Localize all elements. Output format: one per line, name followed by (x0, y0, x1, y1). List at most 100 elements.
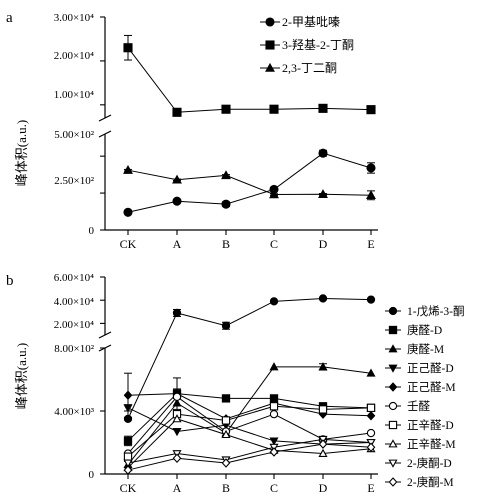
panel-a-y-tick-label-0: 0 (89, 225, 95, 237)
panel-b-data-point (269, 437, 279, 446)
panel-b-legend-marker (388, 325, 398, 335)
panel-b-series-line (127, 297, 372, 420)
panel-a-y-tick-label-30000: 3.00×10⁴ (54, 12, 94, 24)
panel-b-data-point (318, 448, 328, 457)
panel-a-plot (98, 16, 378, 235)
panel-b-data-point (221, 429, 231, 439)
panel-b-series-line (127, 418, 372, 469)
panel-a-series-2 (123, 34, 376, 117)
panel-a-data-point (318, 103, 328, 113)
panel-a-y-tick-label-20000: 2.00×10⁴ (54, 50, 94, 62)
panel-a: a 峰体积(a.u.) 3.00×10⁴ 2.00×10⁴ 1.00×10⁴ 5… (6, 10, 375, 251)
panel-b-x-tick-label-ck: CK (120, 481, 137, 495)
panel-b-plot (98, 276, 401, 487)
panel-b-legend-marker (388, 401, 398, 411)
panel-b-series-line (127, 438, 372, 464)
panel-a-data-point (221, 170, 231, 180)
panel-b-data-point (269, 362, 279, 371)
panel-a-axis-break-mark (98, 114, 112, 122)
panel-b-data-point (123, 465, 133, 475)
panel-b-data-point (366, 295, 376, 304)
panel-a-data-point (366, 163, 376, 173)
panel-b-legend-marker (388, 344, 398, 353)
panel-a-data-point (318, 189, 328, 199)
panel-b-y-tick-label-40000: 4.00×10⁴ (54, 296, 94, 308)
panel-a-x-tick-labels: CK A B C D E (120, 237, 375, 251)
panel-b-data-point (269, 402, 279, 411)
panel-a-data-point (269, 104, 279, 114)
panel-b-y-tick-label-0: 0 (89, 469, 95, 481)
panel-b-data-point (172, 453, 182, 464)
panel-b-series-line (127, 393, 372, 420)
panel-b-x-tick-label-a: A (173, 481, 182, 495)
panel-b-data-point (123, 436, 133, 446)
chart-marks-layer (98, 16, 401, 487)
panel-b-legend: 1-戊烯-3-酮 庚醛-D 庚醛-M 正己醛-D 正己醛-M 壬醛 正辛醛-D … (407, 305, 465, 489)
panel-b-series-line (127, 396, 372, 454)
panel-a-data-point (123, 43, 133, 53)
panel-b-data-point (172, 414, 182, 423)
panel-b-label: b (6, 273, 14, 289)
panel-a-label: a (6, 10, 13, 26)
panel-a-data-point (221, 199, 231, 209)
panel-b-data-point (269, 409, 279, 419)
panel-b-legend-marker (388, 477, 398, 487)
panel-a-data-point (269, 189, 279, 199)
panel-b-data-point (221, 416, 231, 425)
panel-a-series-1 (123, 148, 376, 217)
panel-a-data-point (172, 107, 182, 117)
panel-a-axis-break-mark (98, 130, 112, 138)
panel-a-data-point (221, 104, 231, 114)
panel-b-legend-marker (388, 420, 398, 430)
panel-a-x-tick-label-ck: CK (120, 237, 137, 251)
panel-a-legend-label-acetoin: 3-羟基-2-丁酮 (282, 37, 354, 52)
panel-b-data-point (123, 390, 133, 401)
panel-a-y-tick-label-500: 5.00×10² (54, 129, 94, 141)
panel-b-y-axis-label: 峰体积(a.u.) (14, 343, 29, 409)
panel-b-y-tick-label-20000: 2.00×10⁴ (54, 319, 94, 331)
panel-a-legend-marker (265, 62, 275, 72)
panel-b-legend-label-nonanal: 壬醛 (407, 399, 430, 413)
panel-b-x-tick-labels: CK A B C D E (120, 481, 375, 495)
panel-b-y-tick-label-60000: 6.00×10⁴ (54, 272, 94, 284)
panel-b-y-tick-label-4000: 4.00×10³ (54, 406, 94, 418)
panel-a-data-point (172, 196, 182, 206)
panel-a-y-tick-label-10000: 1.00×10⁴ (54, 89, 94, 101)
panel-a-y-tick-labels: 3.00×10⁴ 2.00×10⁴ 1.00×10⁴ 5.00×10² 2.50… (54, 12, 95, 237)
panel-b-data-point (366, 428, 376, 438)
panel-b-series-10 (123, 439, 376, 475)
panel-b: b 峰体积(a.u.) 6.00×10⁴ 4.00×10⁴ 2.00×10⁴ 8… (6, 272, 465, 495)
panel-a-y-tick-label-250: 2.50×10² (54, 175, 94, 187)
panel-b-x-tick-label-c: C (270, 481, 278, 495)
panel-b-x-tick-label-e: E (367, 481, 374, 495)
panel-b-legend-label-hexanal-d: 正己醛-D (407, 361, 454, 375)
panel-b-data-point (366, 403, 376, 412)
panel-b-legend-label-heptanal-d: 庚醛-D (407, 323, 442, 337)
panel-a-legend-marker (265, 17, 275, 27)
panel-a-data-point (366, 190, 376, 200)
panel-b-x-tick-label-d: D (319, 481, 328, 495)
panel-b-data-point (269, 447, 279, 457)
panel-b-series-line (127, 393, 372, 442)
panel-b-legend-label-1-penten-3-one: 1-戊烯-3-酮 (407, 305, 465, 318)
panel-b-axis-break-mark (98, 331, 112, 339)
panel-b-data-point (221, 394, 231, 403)
panel-b-legend-label-2-heptanone-m: 2-庚酮-M (407, 475, 454, 489)
panel-b-legend-label-octanal-m: 正辛醛-M (407, 437, 456, 451)
panel-a-series-line (127, 169, 372, 196)
panel-b-legend-label-octanal-d: 正辛醛-D (407, 418, 454, 432)
panel-b-data-point (366, 368, 376, 377)
panel-b-series-line (127, 366, 372, 465)
panel-b-data-point (318, 294, 328, 303)
panel-b-series-line (127, 405, 372, 458)
panel-a-data-point (123, 207, 133, 217)
panel-b-series-line (127, 443, 372, 471)
panel-a-legend-label-2-methylpyrazine: 2-甲基吡嗪 (282, 15, 340, 29)
panel-b-legend-marker (388, 439, 398, 448)
panel-b-legend-label-heptanal-m: 庚醛-M (407, 342, 444, 356)
panel-b-data-point (318, 439, 328, 449)
panel-b-data-point (123, 459, 133, 468)
panel-b-series-7 (123, 402, 376, 461)
panel-b-data-point (172, 308, 182, 318)
